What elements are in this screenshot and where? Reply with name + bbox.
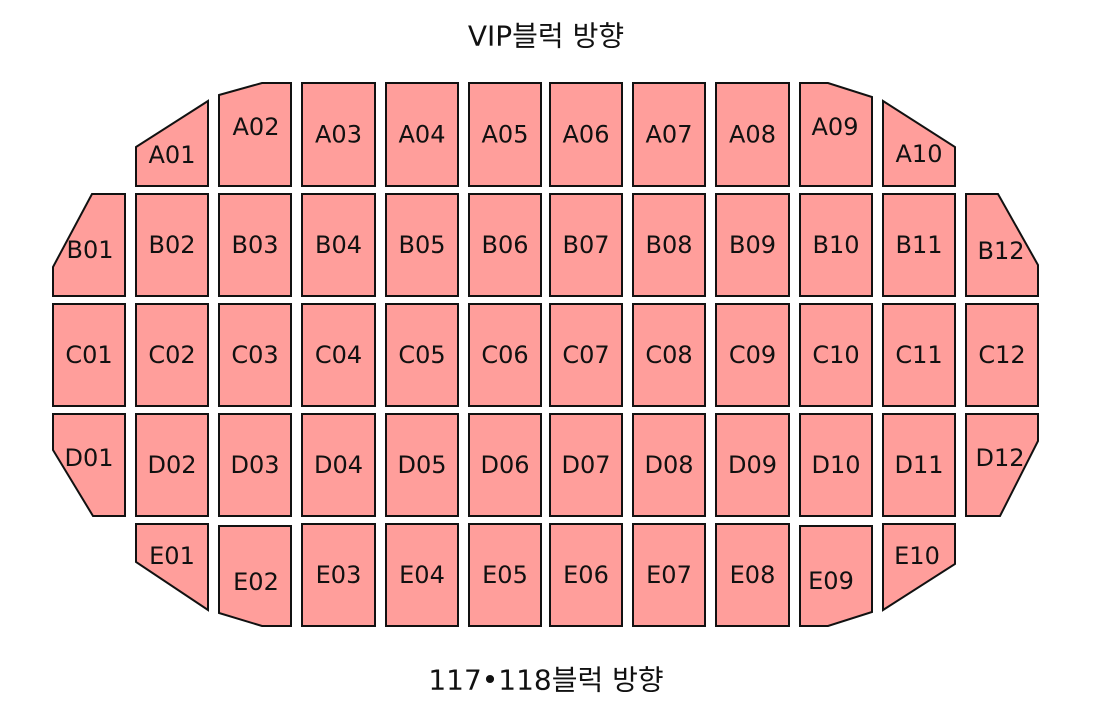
seat-block-e05[interactable] [468, 523, 542, 627]
seat-block-c06[interactable] [468, 303, 542, 407]
seat-block-c03[interactable] [218, 303, 292, 407]
seat-block-b11[interactable] [882, 193, 956, 297]
seat-block-c11[interactable] [882, 303, 956, 407]
seat-block-b08[interactable] [632, 193, 706, 297]
seat-block-d09[interactable] [715, 413, 790, 517]
seat-block-d04[interactable] [301, 413, 376, 517]
seat-block-a06[interactable] [549, 82, 623, 187]
seat-block-c01[interactable] [52, 303, 126, 407]
seat-block-c08[interactable] [632, 303, 706, 407]
seat-block-d06[interactable] [468, 413, 542, 517]
seat-block-c07[interactable] [549, 303, 623, 407]
seat-block-b04[interactable] [301, 193, 376, 297]
seat-block-d11[interactable] [882, 413, 956, 517]
seat-block-d03[interactable] [218, 413, 292, 517]
seat-block-d07[interactable] [549, 413, 623, 517]
seat-block-a09[interactable] [799, 82, 873, 187]
seat-block-b01[interactable] [52, 193, 126, 297]
seat-block-e04[interactable] [385, 523, 459, 627]
seat-block-b03[interactable] [218, 193, 292, 297]
seat-block-c05[interactable] [385, 303, 459, 407]
seat-block-a08[interactable] [715, 82, 790, 187]
seat-block-d01[interactable] [52, 413, 126, 517]
seat-block-d02[interactable] [135, 413, 209, 517]
seat-block-b12[interactable] [965, 193, 1039, 297]
seat-block-d12[interactable] [965, 413, 1039, 517]
seat-block-e06[interactable] [549, 523, 623, 627]
seat-block-b07[interactable] [549, 193, 623, 297]
seat-block-a07[interactable] [632, 82, 706, 187]
seat-block-d05[interactable] [385, 413, 459, 517]
seat-block-e08[interactable] [715, 523, 790, 627]
seat-block-c04[interactable] [301, 303, 376, 407]
seat-block-e02[interactable] [218, 525, 292, 627]
seat-block-c09[interactable] [715, 303, 790, 407]
seat-block-a03[interactable] [301, 82, 376, 187]
seat-block-b02[interactable] [135, 193, 209, 297]
seat-block-a10[interactable] [882, 99, 956, 187]
seat-block-d08[interactable] [632, 413, 706, 517]
seat-block-c12[interactable] [965, 303, 1039, 407]
seat-block-e03[interactable] [301, 523, 376, 627]
seat-block-e09[interactable] [799, 525, 873, 627]
seat-block-c02[interactable] [135, 303, 209, 407]
seat-block-a04[interactable] [385, 82, 459, 187]
seat-block-a05[interactable] [468, 82, 542, 187]
seat-block-a01[interactable] [135, 99, 209, 187]
seat-block-d10[interactable] [799, 413, 873, 517]
top-direction-label: VIP블럭 방향 [468, 20, 624, 53]
seat-block-e10[interactable] [882, 523, 956, 612]
seat-block-b10[interactable] [799, 193, 873, 297]
seat-block-a02[interactable] [218, 82, 292, 187]
seat-block-e07[interactable] [632, 523, 706, 627]
seat-block-b05[interactable] [385, 193, 459, 297]
seat-block-e01[interactable] [135, 523, 209, 612]
bottom-direction-label: 117•118블럭 방향 [428, 664, 663, 697]
seat-block-c10[interactable] [799, 303, 873, 407]
seat-block-b09[interactable] [715, 193, 790, 297]
seat-block-b06[interactable] [468, 193, 542, 297]
